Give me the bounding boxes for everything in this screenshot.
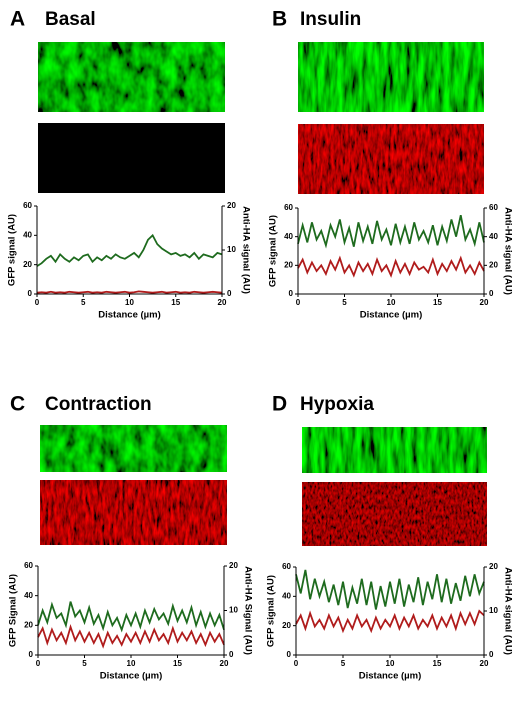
- x-tick-label: 0: [294, 659, 299, 668]
- x-axis-label: Distance (µm): [100, 671, 163, 682]
- ha-image: [40, 480, 227, 545]
- data-line: [37, 601, 225, 633]
- y-axis-label: GFP signal (AU): [266, 575, 277, 647]
- y2-tick-label: 10: [227, 245, 236, 254]
- data-line: [36, 233, 223, 267]
- x-tick-label: 5: [81, 298, 86, 307]
- data-line: [297, 255, 485, 278]
- x-tick-label: 10: [125, 298, 134, 307]
- x-tick-label: 5: [342, 298, 347, 307]
- y-tick-label: 0: [287, 650, 292, 659]
- x-axis-label: Distance (µm): [360, 310, 423, 321]
- y-tick-label: 0: [29, 650, 34, 659]
- y-tick-label: 40: [24, 591, 33, 600]
- data-line: [295, 609, 485, 634]
- y2-tick-label: 20: [229, 561, 238, 570]
- data-line: [36, 290, 223, 294]
- x-tick-label: 5: [341, 659, 346, 668]
- x-tick-label: 20: [480, 659, 489, 668]
- x-tick-label: 0: [35, 298, 40, 307]
- panel-label: D: [272, 393, 287, 416]
- y2-tick-label: 40: [489, 232, 498, 241]
- x-tick-label: 15: [171, 298, 180, 307]
- y2-tick-label: 0: [489, 650, 494, 659]
- y2-axis-label: Anti-HA signal (AU): [502, 207, 513, 295]
- y2-tick-label: 0: [489, 289, 494, 298]
- y2-tick-label: 20: [489, 562, 498, 571]
- data-line: [37, 624, 225, 649]
- y2-tick-label: 20: [489, 260, 498, 269]
- panel-label: A: [10, 8, 25, 31]
- gfp-image: [302, 427, 487, 473]
- y-axis-label: GFP signal (AU): [268, 215, 279, 287]
- y2-tick-label: 0: [229, 650, 234, 659]
- y-axis-label: GFP Signal (AU): [8, 574, 19, 647]
- y-tick-label: 60: [23, 201, 32, 210]
- y-tick-label: 60: [24, 561, 33, 570]
- x-tick-label: 10: [386, 659, 395, 668]
- y-axis-label: GFP signal (AU): [7, 214, 18, 286]
- y-tick-label: 20: [24, 620, 33, 629]
- data-line: [295, 569, 485, 610]
- y-tick-label: 60: [282, 562, 291, 571]
- y2-tick-label: 10: [489, 606, 498, 615]
- y2-axis-label: Anti-HA signal (AU): [502, 567, 513, 655]
- x-axis-label: Distance (µm): [359, 671, 422, 682]
- x-tick-label: 10: [387, 298, 396, 307]
- y2-tick-label: 0: [227, 289, 232, 298]
- y2-tick-label: 20: [227, 201, 236, 210]
- y2-tick-label: 10: [229, 606, 238, 615]
- x-tick-label: 0: [36, 659, 41, 668]
- y-tick-label: 20: [282, 621, 291, 630]
- panel-label: C: [10, 393, 25, 416]
- y-tick-label: 40: [282, 591, 291, 600]
- x-tick-label: 20: [218, 298, 227, 307]
- panel-label: B: [272, 8, 287, 31]
- y2-axis-label: Anti-HA Signal (AU): [242, 566, 253, 655]
- y-tick-label: 60: [284, 203, 293, 212]
- x-tick-label: 15: [433, 298, 442, 307]
- ha-image: [302, 482, 487, 546]
- ha-image: [298, 124, 484, 194]
- panel-title: Contraction: [45, 394, 152, 415]
- y-tick-label: 20: [284, 260, 293, 269]
- panel-title: Insulin: [300, 9, 361, 30]
- y2-tick-label: 60: [489, 203, 498, 212]
- x-tick-label: 20: [480, 298, 489, 307]
- y2-axis-label: Anti-HA signal (AU): [240, 206, 251, 294]
- y-tick-label: 0: [289, 289, 294, 298]
- gfp-image: [40, 425, 227, 472]
- x-tick-label: 10: [127, 659, 136, 668]
- x-tick-label: 20: [220, 659, 229, 668]
- ha-image: [38, 123, 225, 193]
- gfp-image: [38, 42, 225, 112]
- y-tick-label: 40: [23, 230, 32, 239]
- x-tick-label: 0: [296, 298, 301, 307]
- x-tick-label: 15: [173, 659, 182, 668]
- y-tick-label: 40: [284, 232, 293, 241]
- gfp-image: [298, 42, 484, 112]
- data-line: [297, 214, 485, 249]
- panel-title: Hypoxia: [300, 394, 374, 415]
- panel-title: Basal: [45, 9, 96, 30]
- x-axis-label: Distance (µm): [98, 310, 161, 321]
- y-tick-label: 0: [28, 289, 33, 298]
- y-tick-label: 20: [23, 260, 32, 269]
- x-tick-label: 5: [82, 659, 87, 668]
- x-tick-label: 15: [433, 659, 442, 668]
